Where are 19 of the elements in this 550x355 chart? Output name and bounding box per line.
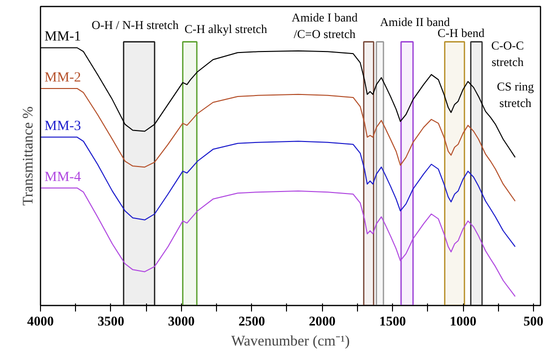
band-label: C-O-C stretch [491, 38, 524, 70]
series-label: MM-4 [44, 170, 82, 185]
x-tick-label: 500 [523, 314, 544, 328]
band-label: O-H / N-H stretch [92, 18, 179, 32]
x-tick-label: 2500 [238, 314, 266, 328]
band-label: CS ring stretch [496, 79, 534, 110]
x-tick-label: 3500 [98, 314, 125, 328]
x-tick-label: 1000 [450, 314, 477, 328]
band-label: Amide I band /C=O stretch [292, 10, 358, 42]
series-label: MM-1 [44, 30, 82, 45]
series-label: MM-2 [44, 70, 82, 86]
x-tick-label: 1500 [379, 314, 406, 328]
x-tick-label: 4000 [27, 314, 54, 328]
series-label: MM-3 [44, 119, 82, 134]
x-tick-label: 3000 [168, 314, 196, 328]
x-tick-label: 2000 [308, 314, 336, 328]
y-axis-title: Transmittance % [20, 106, 36, 206]
x-axis-title: Wavenumber (cm⁻¹) [231, 334, 350, 350]
band-label: C-H alkyl stretch [184, 22, 268, 36]
